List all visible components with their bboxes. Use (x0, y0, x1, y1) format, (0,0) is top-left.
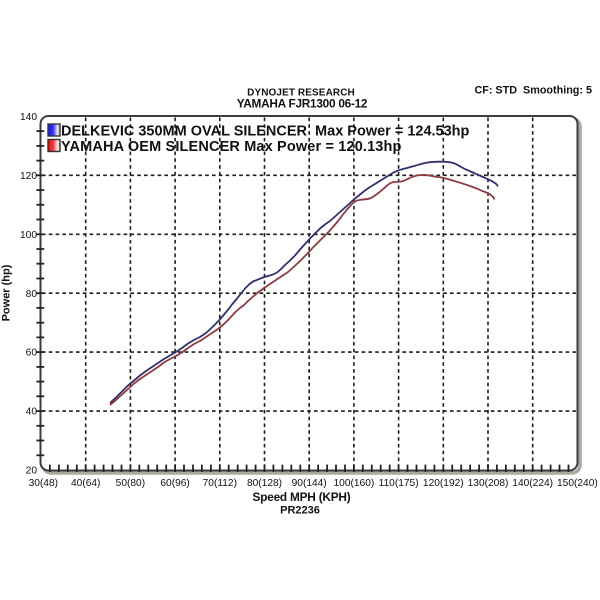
svg-text:80: 80 (26, 289, 38, 300)
svg-text:80(128): 80(128) (247, 478, 282, 489)
svg-text:40(64): 40(64) (71, 478, 100, 489)
svg-text:Speed MPH (KPH): Speed MPH (KPH) (253, 490, 351, 504)
svg-text:DYNOJET RESEARCH: DYNOJET RESEARCH (247, 88, 355, 99)
svg-text:40: 40 (26, 407, 38, 418)
svg-text:130(208): 130(208) (468, 478, 509, 489)
svg-text:110(175): 110(175) (379, 478, 419, 489)
svg-text:DELKEVIC 350MM OVAL SILENCER: DELKEVIC 350MM OVAL SILENCER Max Power =… (61, 124, 470, 140)
svg-text:Power (hp): Power (hp) (1, 264, 13, 321)
svg-text:100: 100 (20, 230, 37, 241)
svg-text:120: 120 (20, 171, 37, 182)
svg-text:60(96): 60(96) (160, 478, 189, 489)
svg-text:YAMAHA FJR1300 06-12: YAMAHA FJR1300 06-12 (237, 97, 368, 111)
svg-text:YAMAHA OEM SILENCER Max Power: YAMAHA OEM SILENCER Max Power = 120.13hp (61, 139, 402, 155)
svg-text:20: 20 (26, 466, 38, 477)
svg-text:140: 140 (20, 112, 37, 123)
svg-text:60: 60 (26, 348, 38, 359)
svg-text:90(144): 90(144) (292, 478, 327, 489)
svg-text:70(112): 70(112) (203, 478, 237, 489)
svg-text:30(48): 30(48) (29, 478, 58, 489)
svg-text:120(192): 120(192) (423, 478, 464, 489)
svg-text:PR2236: PR2236 (280, 505, 320, 517)
svg-text:150(240): 150(240) (557, 478, 598, 489)
svg-text:50(80): 50(80) (116, 478, 145, 489)
svg-text:140(224): 140(224) (512, 478, 553, 489)
svg-text:CF: STD Smoothing: 5: CF: STD Smoothing: 5 (474, 85, 592, 97)
svg-text:100(160): 100(160) (334, 478, 375, 489)
